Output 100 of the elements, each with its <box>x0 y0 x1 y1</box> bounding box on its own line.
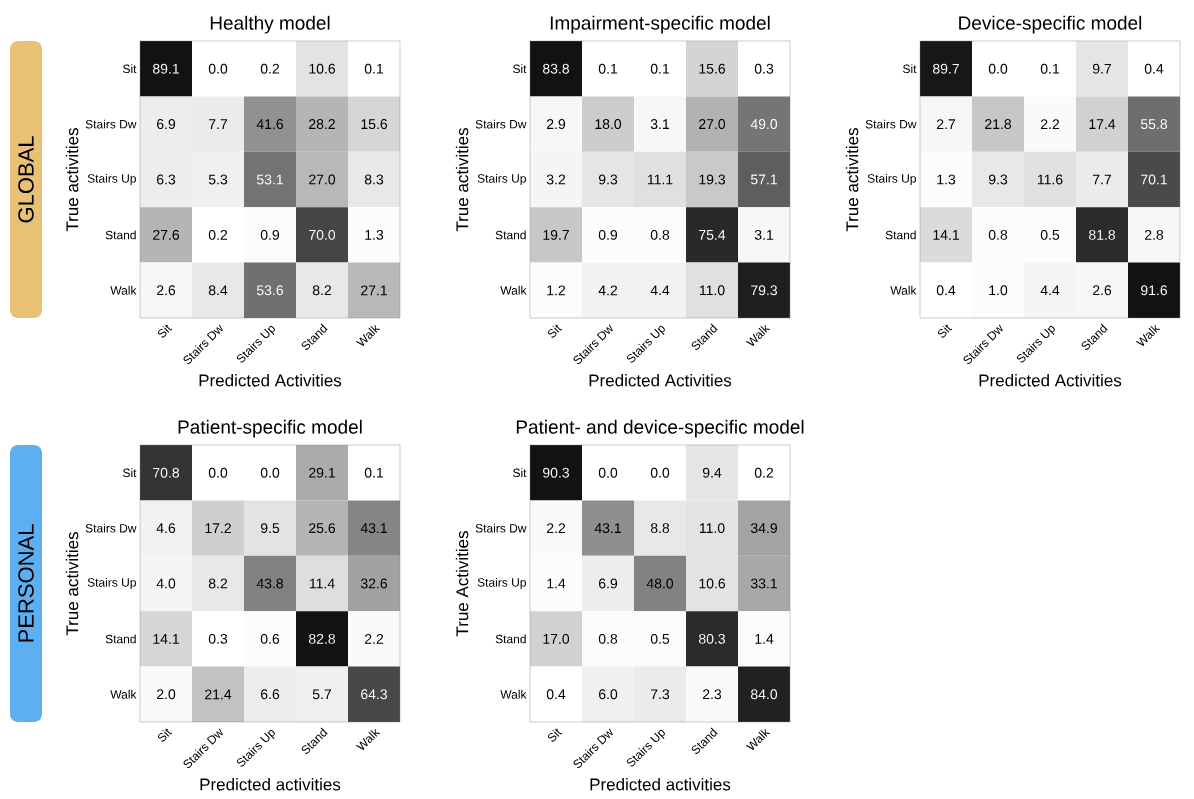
y-tick-label: Stand <box>105 634 136 644</box>
y-tick-label: Stairs Up <box>477 577 526 590</box>
data-label: 0.0 <box>650 467 670 478</box>
data-label: 6.9 <box>157 119 176 130</box>
data-label: 4.4 <box>1040 285 1060 296</box>
data-label: 49.0 <box>750 119 778 130</box>
data-label: 43.1 <box>360 523 387 534</box>
data-label: 0.1 <box>364 63 384 74</box>
data-label: 0.0 <box>208 63 228 74</box>
chart-title: Patient- and device-specific model <box>516 419 804 438</box>
data-label: 33.1 <box>750 578 777 589</box>
data-label: 0.1 <box>650 63 670 74</box>
data-label: 1.3 <box>937 174 956 185</box>
data-label: 84.0 <box>750 689 778 700</box>
y-tick-label: Stairs Dw <box>475 523 527 533</box>
data-label: 0.3 <box>754 63 774 74</box>
y-tick-label: Stairs Up <box>477 173 526 186</box>
data-label: 89.1 <box>152 63 179 74</box>
data-label: 9.3 <box>988 174 1008 185</box>
data-label: 3.1 <box>754 229 774 240</box>
text: PERSONAL <box>18 524 34 642</box>
data-label: 1.0 <box>989 285 1008 296</box>
y-tick-label: Sit <box>123 468 137 478</box>
data-label: 70.8 <box>153 467 180 478</box>
data-label: 0.2 <box>208 229 228 240</box>
y-tick-label: Walk <box>500 689 527 699</box>
y-tick-label: Stairs Up <box>87 173 136 186</box>
data-label: 57.1 <box>750 174 777 185</box>
data-label: 2.7 <box>936 119 956 129</box>
data-label: 2.8 <box>1144 229 1164 240</box>
data-label: 5.7 <box>312 689 332 700</box>
data-label: 19.7 <box>543 229 569 240</box>
data-label: 10.6 <box>309 63 336 74</box>
chart-title: Healthy model <box>210 15 330 34</box>
data-label: 0.3 <box>208 633 228 644</box>
data-label: 90.3 <box>543 467 570 478</box>
data-label: 48.0 <box>646 578 674 589</box>
data-label: 0.2 <box>260 63 280 74</box>
y-tick-label: Walk <box>890 285 917 295</box>
data-label: 8.3 <box>364 174 384 185</box>
data-label: 7.7 <box>209 119 228 129</box>
data-label: 4.4 <box>650 285 670 296</box>
data-label: 0.4 <box>936 285 956 296</box>
y-tick-label: Sit <box>903 64 917 74</box>
x-axis-title: Predicted Activities <box>979 373 1122 387</box>
data-label: 70.0 <box>309 229 336 240</box>
chart-title: Impairment-specific model <box>550 15 770 34</box>
y-tick-label: Sit <box>123 64 137 74</box>
data-label: 2.2 <box>1040 119 1060 129</box>
x-tick-label: Sit <box>937 324 953 338</box>
data-label: 1.4 <box>547 578 566 589</box>
y-tick-label: Walk <box>110 689 137 699</box>
data-label: 15.6 <box>361 119 388 130</box>
data-label: 7.3 <box>651 689 670 700</box>
data-label: 8.2 <box>208 578 228 589</box>
y-axis-title: True activities <box>455 128 469 232</box>
y-tick-label: Stairs Dw <box>475 119 527 129</box>
data-label: 91.6 <box>1141 285 1168 296</box>
data-label: 11.0 <box>699 523 725 534</box>
data-label: 0.1 <box>364 467 384 478</box>
data-label: 0.5 <box>650 633 670 644</box>
data-label: 0.5 <box>1040 229 1060 240</box>
data-label: 0.0 <box>208 467 228 478</box>
data-label: 64.3 <box>361 689 388 700</box>
chart-title: Patient-specific model <box>178 419 362 438</box>
data-label: 6.9 <box>599 578 618 589</box>
data-label: 5.3 <box>208 174 228 185</box>
data-label: 4.6 <box>156 523 176 534</box>
data-label: 89.7 <box>933 63 959 74</box>
data-label: 17.4 <box>1089 119 1116 129</box>
data-label: 6.0 <box>599 689 618 700</box>
data-label: 11.1 <box>647 174 673 185</box>
chart-title: Device-specific model <box>959 15 1142 34</box>
data-label: 2.6 <box>1092 285 1112 296</box>
data-label: 10.6 <box>699 578 726 589</box>
text: GLOBAL <box>18 136 34 223</box>
data-label: 15.6 <box>699 63 726 74</box>
data-label: 34.9 <box>750 523 777 534</box>
x-tick-label: Sit <box>547 728 563 742</box>
x-tick-label: Sit <box>157 728 173 742</box>
data-label: 70.1 <box>1141 174 1167 185</box>
data-label: 0.2 <box>754 467 774 478</box>
data-label: 2.2 <box>546 523 566 533</box>
data-label: 53.1 <box>256 174 283 185</box>
y-tick-label: Walk <box>500 285 527 295</box>
data-label: 43.8 <box>256 578 284 589</box>
data-label: 55.8 <box>1140 119 1168 130</box>
data-label: 0.6 <box>260 633 280 644</box>
data-label: 27.0 <box>309 174 336 185</box>
data-label: 41.6 <box>256 119 284 130</box>
data-label: 0.4 <box>546 689 566 700</box>
data-label: 43.1 <box>594 523 621 534</box>
data-label: 9.3 <box>598 174 618 185</box>
y-tick-label: Stairs Dw <box>85 523 137 533</box>
data-label: 18.0 <box>595 119 622 130</box>
data-label: 7.7 <box>1093 174 1112 185</box>
y-tick-label: Stand <box>495 634 526 644</box>
data-label: 29.1 <box>309 467 335 478</box>
data-label: 0.1 <box>1040 63 1060 74</box>
data-label: 0.0 <box>260 467 280 478</box>
